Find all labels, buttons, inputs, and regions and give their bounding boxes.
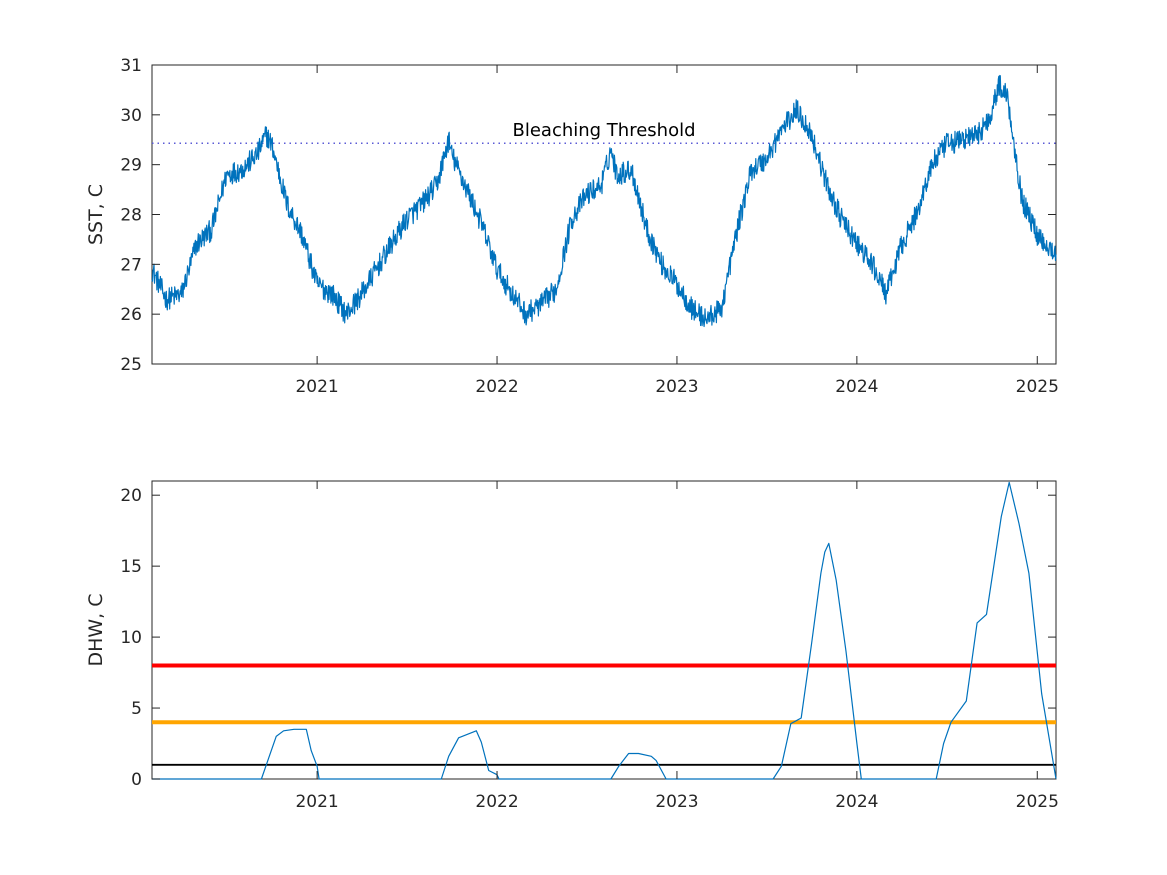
- dhw-y-axis-label: DHW, C: [85, 593, 107, 666]
- sst-x-tick-label: 2022: [475, 377, 518, 397]
- dhw-x-ticks: 2021 2022 2023 2024 2025: [295, 481, 1059, 812]
- dhw-x-tick-label: 2025: [1016, 792, 1059, 812]
- sst-axes-box: [151, 64, 1057, 365]
- sst-y-tick-label: 25: [120, 355, 142, 375]
- dhw-y-tick-label: 5: [131, 699, 142, 719]
- sst-y-tick-label: 26: [120, 305, 142, 325]
- sst-x-tick-label: 2023: [655, 377, 698, 397]
- dhw-x-tick-label: 2021: [295, 792, 338, 812]
- sst-y-tick-label: 27: [120, 255, 142, 275]
- dhw-chart: 2021 2022 2023 2024 2025 0 5 10 15 20 DHW, C: [85, 480, 1059, 812]
- sst-series-line: [151, 74, 1057, 328]
- dhw-x-tick-label: 2022: [475, 792, 518, 812]
- dhw-axes-box: [151, 480, 1057, 780]
- dhw-y-ticks: 0 5 10 15 20: [120, 486, 1056, 790]
- sst-y-axis-label: SST, C: [85, 184, 107, 245]
- dhw-y-tick-label: 0: [131, 770, 142, 790]
- sst-chart: Bleaching Threshold 2021 2022 2023 2024 2025…: [85, 56, 1059, 397]
- sst-y-tick-label: 29: [120, 156, 142, 176]
- sst-x-tick-label: 2024: [835, 377, 878, 397]
- dhw-x-tick-label: 2024: [835, 792, 878, 812]
- bleaching-threshold-label: Bleaching Threshold: [512, 120, 695, 141]
- dhw-y-tick-label: 15: [120, 557, 142, 577]
- sst-y-tick-label: 31: [120, 56, 142, 76]
- sst-x-ticks: 2021 2022 2023 2024 2025: [295, 65, 1059, 397]
- sst-y-ticks: 25 26 27 28 29 30 31: [120, 56, 1056, 375]
- sst-x-tick-label: 2025: [1016, 377, 1059, 397]
- sst-y-tick-label: 28: [120, 206, 142, 226]
- dhw-y-tick-label: 10: [120, 628, 142, 648]
- sst-x-tick-label: 2021: [295, 377, 338, 397]
- dhw-y-tick-label: 20: [120, 486, 142, 506]
- sst-y-tick-label: 30: [120, 106, 142, 126]
- dhw-series-line: [152, 481, 1057, 780]
- dhw-x-tick-label: 2023: [655, 792, 698, 812]
